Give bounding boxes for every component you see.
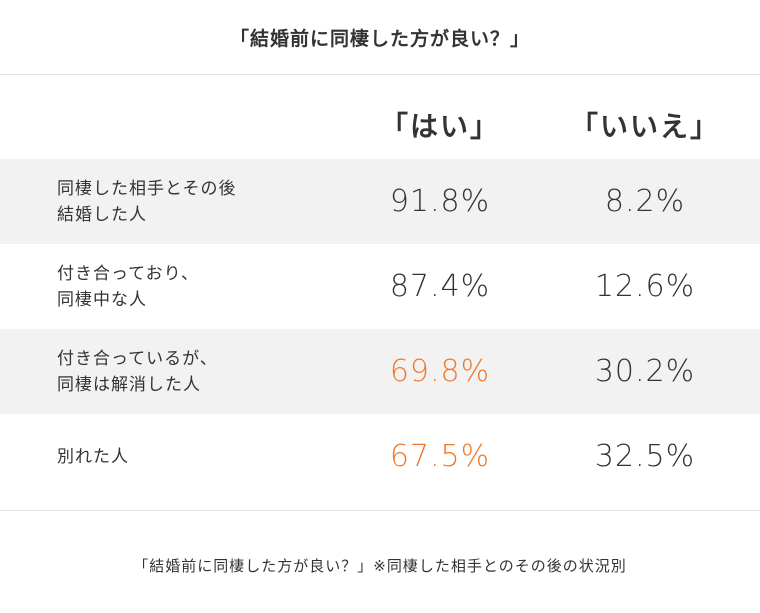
table-row: 同棲した相手とその後 結婚した人 91.8% 8.2%	[0, 159, 760, 244]
row-label: 同棲した相手とその後 結婚した人	[57, 178, 237, 225]
cell-no-value: 30.2%	[594, 354, 696, 389]
cell-no-value: 12.6%	[594, 269, 696, 304]
chart-title: 「結婚前に同棲した方が良い？」	[229, 27, 530, 50]
row-label: 別れた人	[57, 446, 129, 467]
table-row: 別れた人 67.5% 32.5%	[0, 414, 760, 499]
footer-divider	[0, 510, 760, 511]
row-label: 付き合っているが、 同棲は解消した人	[57, 348, 218, 395]
footnote: 「結婚前に同棲した方が良い？」※同棲した相手とのその後の状況別	[133, 556, 627, 575]
cell-no-value: 32.5%	[594, 439, 696, 474]
column-header-no: 「いいえ」	[569, 110, 720, 143]
cell-no-value: 8.2%	[604, 184, 686, 219]
cell-yes-value-highlighted: 69.8%	[389, 354, 491, 389]
column-header-yes: 「はい」	[379, 110, 500, 143]
row-label: 付き合っており、 同棲中な人	[57, 263, 199, 310]
cell-yes-value-highlighted: 67.5%	[389, 439, 491, 474]
title-divider	[0, 74, 760, 75]
cell-yes-value: 91.8%	[389, 184, 491, 219]
cell-yes-value: 87.4%	[389, 269, 491, 304]
table-row: 付き合っているが、 同棲は解消した人 69.8% 30.2%	[0, 329, 760, 414]
table-row: 付き合っており、 同棲中な人 87.4% 12.6%	[0, 244, 760, 329]
